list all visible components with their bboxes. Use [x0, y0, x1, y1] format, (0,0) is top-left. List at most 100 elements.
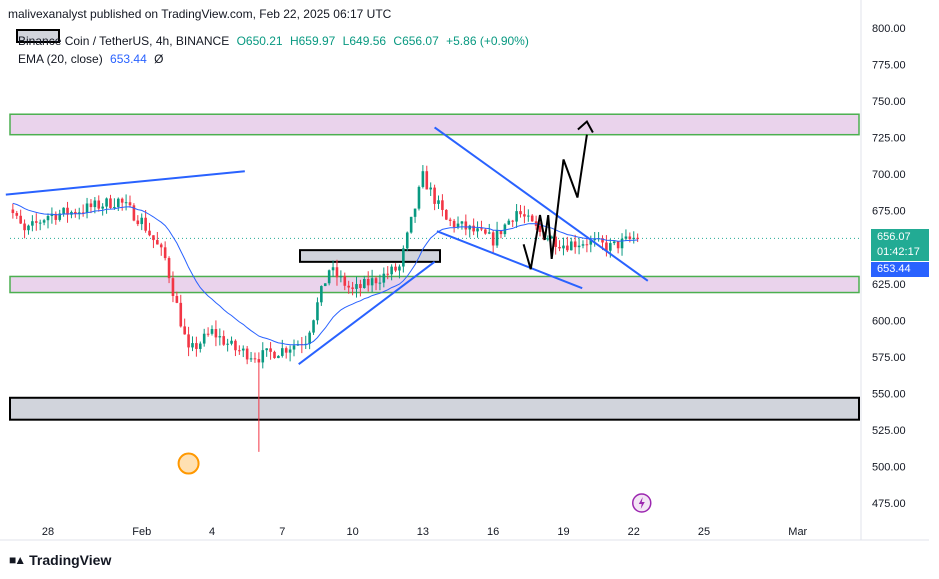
candle-body [347, 285, 350, 288]
last-price-value: 656.07 [877, 231, 911, 243]
candle-body [62, 207, 65, 214]
candle-body [351, 287, 354, 289]
zone-support-2 [9, 396, 860, 421]
candle-body [238, 350, 241, 352]
candle-body [585, 244, 589, 246]
candle-body [308, 332, 311, 344]
wick-low-marker [177, 452, 200, 475]
candle-body [484, 229, 487, 234]
candle-body [363, 278, 366, 288]
ohlc-open: O650.21 [236, 34, 283, 48]
trendline-2 [434, 126, 649, 282]
candle-body [316, 302, 319, 321]
y-tick-label: 725.00 [872, 133, 906, 145]
x-tick-label: 19 [557, 526, 569, 538]
projection-arrowhead [577, 119, 594, 134]
candle-body [550, 236, 554, 239]
candle-body [628, 236, 632, 240]
candle-body [74, 211, 77, 215]
countdown-timer: 01:42:17 [877, 246, 920, 258]
candle-body [191, 343, 194, 348]
candle-body [284, 348, 288, 353]
candles-layer [11, 165, 639, 452]
candle-body [339, 276, 343, 278]
x-tick-label: 25 [698, 526, 710, 538]
candle-body [605, 242, 608, 251]
candle-body [288, 349, 292, 353]
candle-body [476, 228, 479, 232]
last-price-tag: 656.07 01:42:17 [871, 229, 929, 261]
candle-body [507, 220, 511, 225]
candle-body [116, 198, 120, 207]
candle-body [234, 340, 237, 351]
candle-body [222, 336, 226, 345]
candle-body [620, 238, 624, 249]
candle-body [335, 267, 339, 278]
candle-body [257, 359, 261, 363]
candle-body [320, 286, 323, 303]
candle-body [163, 247, 167, 259]
candle-body [511, 220, 514, 222]
candle-body [413, 208, 417, 217]
candle-body [437, 200, 440, 204]
candle-body [429, 187, 432, 190]
candle-body [15, 213, 19, 216]
candle-body [292, 345, 296, 350]
event-flash-glyph [638, 497, 645, 509]
trendline-1 [298, 261, 436, 365]
candle-body [202, 333, 206, 344]
candle-body [27, 225, 30, 231]
candle-body [523, 214, 526, 217]
tradingview-logo[interactable]: ■▲ TradingView [9, 552, 111, 568]
candle-body [546, 238, 550, 240]
candle-body [503, 224, 507, 235]
ema-price-tag: 653.44 [871, 262, 929, 277]
zone-breakout-box-3 [299, 249, 441, 263]
candle-body [359, 284, 362, 288]
candle-body [93, 200, 97, 208]
candle-body [636, 237, 639, 239]
candle-body [66, 207, 69, 215]
candle-body [632, 237, 636, 240]
x-tick-label: 22 [628, 526, 640, 538]
candle-body [491, 232, 495, 246]
axes-layer: 800.00775.00750.00725.00700.00675.00650.… [0, 0, 929, 541]
projection-path [522, 134, 588, 270]
candle-body [452, 220, 456, 228]
zone-resistance-0 [9, 113, 860, 136]
candle-body [23, 223, 26, 231]
candle-body [167, 258, 171, 279]
candle-body [386, 273, 390, 275]
candle-body [171, 278, 175, 296]
candle-body [101, 206, 104, 209]
candle-body [31, 221, 34, 226]
candle-body [175, 295, 179, 303]
candle-body [601, 238, 604, 243]
candle-body [378, 282, 382, 284]
candle-body [11, 209, 15, 214]
ohlc-low: L649.56 [342, 34, 387, 48]
candle-body [144, 217, 147, 231]
ema-20-line [12, 202, 638, 346]
candle-body [445, 209, 448, 220]
candle-body [609, 243, 612, 251]
ema-layer [12, 202, 638, 346]
candle-body [97, 200, 101, 209]
candle-body [128, 202, 132, 206]
symbol-legend[interactable]: Binance Coin / TetherUS, 4h, BINANCE O65… [18, 34, 533, 48]
candle-body [226, 343, 229, 345]
candle-body [38, 222, 42, 224]
ema-legend[interactable]: EMA (20, close) 653.44 Ø [18, 52, 167, 66]
candle-body [140, 217, 144, 225]
x-tick-label: 7 [279, 526, 285, 538]
candle-body [421, 171, 425, 187]
candle-body [558, 246, 561, 249]
candle-body [472, 225, 475, 232]
candle-body [19, 215, 22, 224]
candle-body [249, 358, 253, 360]
symbol-legend-box[interactable] [16, 29, 60, 43]
candle-body [448, 219, 452, 221]
candle-body [577, 245, 581, 248]
